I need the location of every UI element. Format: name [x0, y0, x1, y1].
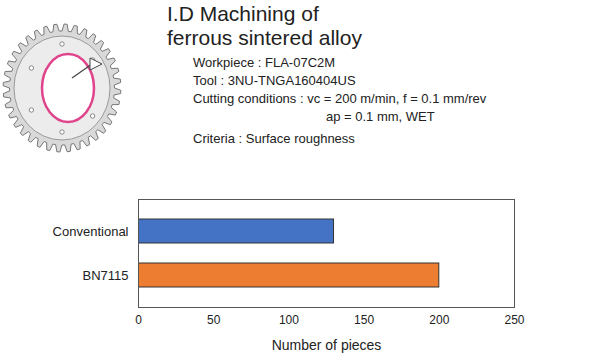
html-text:ferrous sintered alloy: ferrous sintered alloy [167, 26, 362, 49]
svg-text:200: 200 [429, 313, 449, 327]
html-text:Criteria : Surface roughness: Criteria : Surface roughness [193, 131, 355, 146]
svg-text:BN7115: BN7115 [82, 268, 128, 283]
html-text:ap = 0.1 mm, WET: ap = 0.1 mm, WET [326, 109, 435, 124]
svg-text:250: 250 [504, 313, 524, 327]
html-text:I.D Machining of: I.D Machining of [167, 2, 319, 25]
svg-text:50: 50 [207, 313, 221, 327]
svg-text:100: 100 [279, 313, 299, 327]
svg-text:150: 150 [354, 313, 374, 327]
svg-text:Conventional: Conventional [53, 224, 129, 239]
svg-text:Number of pieces: Number of pieces [272, 337, 382, 353]
html-text:Workpiece : FLA-07C2M: Workpiece : FLA-07C2M [193, 55, 336, 70]
svg-text:0: 0 [135, 313, 142, 327]
html-text:Cutting conditions : vc = 200: Cutting conditions : vc = 200 m/min, f =… [193, 91, 487, 106]
html-text:Tool : 3NU-TNGA160404US: Tool : 3NU-TNGA160404US [193, 73, 356, 88]
